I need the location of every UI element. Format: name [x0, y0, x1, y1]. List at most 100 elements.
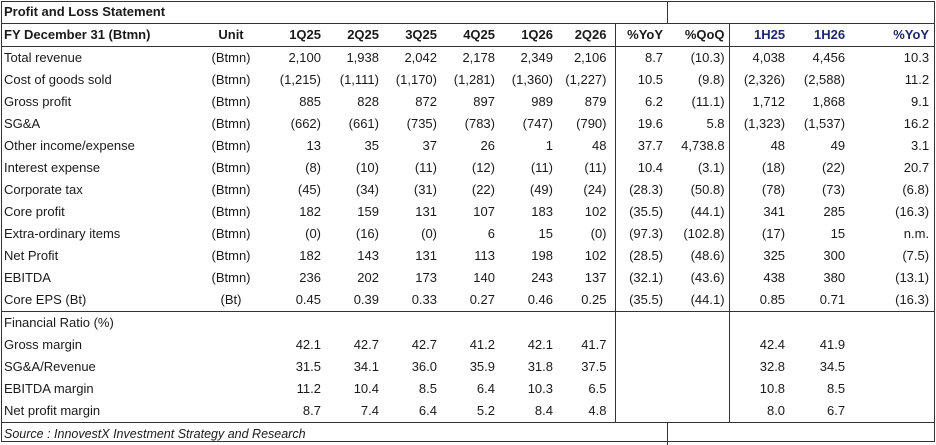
ratio-quarter-value: 11.2: [271, 378, 329, 400]
table-title: Profit and Loss Statement: [1, 1, 667, 24]
quarter-value: (12): [445, 157, 503, 179]
quarter-value: (790): [561, 113, 615, 135]
row-label: Corporate tax: [1, 179, 191, 201]
ratio-label: SG&A/Revenue: [1, 356, 191, 378]
row-label: SG&A: [1, 113, 191, 135]
ratio-label: EBITDA margin: [1, 378, 191, 400]
row-unit: (Btmn): [191, 135, 271, 157]
yoy-value: 8.7: [615, 47, 667, 70]
row-unit: (Bt): [191, 289, 271, 312]
qoq-value: (9.8): [667, 69, 729, 91]
half-value: (73): [791, 179, 851, 201]
row-label: Gross profit: [1, 91, 191, 113]
quarter-value: (31): [387, 179, 445, 201]
row-unit: (Btmn): [191, 113, 271, 135]
yoy-value: (28.5): [615, 245, 667, 267]
quarter-value: 2,349: [503, 47, 561, 70]
half-value: 438: [729, 267, 791, 289]
quarter-value: 989: [503, 91, 561, 113]
ratio-quarter-value: 6.4: [445, 378, 503, 400]
yoy-value: (35.5): [615, 201, 667, 223]
ratio-quarter-value: 35.9: [445, 356, 503, 378]
qoq-value: (10.3): [667, 47, 729, 70]
quarter-value: 143: [329, 245, 387, 267]
ratio-quarter-value: 31.8: [503, 356, 561, 378]
change-header: %YoY: [615, 24, 667, 47]
row-label: Net Profit: [1, 245, 191, 267]
ratio-quarter-value: 37.5: [561, 356, 615, 378]
title-row-half-blank: [667, 1, 851, 24]
qoq-value: (44.1): [667, 201, 729, 223]
table-row: SG&A(Btmn)(662)(661)(735)(783)(747)(790)…: [1, 113, 935, 135]
empty-cell: [851, 400, 935, 423]
half-value: 4,038: [729, 47, 791, 70]
source-row: Source : InnovestX Investment Strategy a…: [1, 423, 935, 445]
half-value: 380: [791, 267, 851, 289]
quarter-value: (34): [329, 179, 387, 201]
change-header: %QoQ: [667, 24, 729, 47]
half-value: 49: [791, 135, 851, 157]
qoq-value: (44.1): [667, 289, 729, 312]
half-value: 20.7: [851, 157, 935, 179]
quarter-value: 872: [387, 91, 445, 113]
quarter-value: 0.45: [271, 289, 329, 312]
qoq-value: (102.8): [667, 223, 729, 245]
empty-cell: [271, 312, 329, 335]
row-unit: (Btmn): [191, 47, 271, 70]
qoq-value: (48.6): [667, 245, 729, 267]
quarter-value: 182: [271, 201, 329, 223]
quarter-value: (661): [329, 113, 387, 135]
empty-cell: [615, 334, 667, 356]
qoq-value: (3.1): [667, 157, 729, 179]
empty-cell: [667, 423, 935, 445]
quarter-value: 0.46: [503, 289, 561, 312]
half-value: (13.1): [851, 267, 935, 289]
ratio-quarter-value: 36.0: [387, 356, 445, 378]
ratio-section-row: Financial Ratio (%): [1, 312, 935, 335]
empty-cell: [445, 312, 503, 335]
quarter-value: 182: [271, 245, 329, 267]
half-value: (1,537): [791, 113, 851, 135]
quarter-value: (1,281): [445, 69, 503, 91]
quarter-value: 0.39: [329, 289, 387, 312]
quarter-value: 2,042: [387, 47, 445, 70]
quarter-value: (16): [329, 223, 387, 245]
table-row: Interest expense(Btmn)(8)(10)(11)(12)(11…: [1, 157, 935, 179]
row-label: Core EPS (Bt): [1, 289, 191, 312]
half-value: 1,712: [729, 91, 791, 113]
quarter-value: (735): [387, 113, 445, 135]
quarter-value: (8): [271, 157, 329, 179]
ratio-quarter-value: 8.4: [503, 400, 561, 423]
ratio-half-value: 6.7: [791, 400, 851, 423]
yoy-value: (32.1): [615, 267, 667, 289]
ratio-quarter-value: 42.7: [387, 334, 445, 356]
ratio-quarter-value: 10.4: [329, 378, 387, 400]
half-value: 325: [729, 245, 791, 267]
quarter-value: (0): [271, 223, 329, 245]
quarter-value: 897: [445, 91, 503, 113]
quarter-value: 828: [329, 91, 387, 113]
quarter-value: (11): [387, 157, 445, 179]
quarter-value: 35: [329, 135, 387, 157]
quarter-value: 113: [445, 245, 503, 267]
half-value: (22): [791, 157, 851, 179]
row-unit: (Btmn): [191, 245, 271, 267]
half-value: (16.3): [851, 289, 935, 312]
quarter-value: 0.27: [445, 289, 503, 312]
ratio-half-value: 41.9: [791, 334, 851, 356]
quarter-value: 1,938: [329, 47, 387, 70]
empty-cell: [851, 312, 935, 335]
empty-cell: [667, 400, 729, 423]
half-value: 341: [729, 201, 791, 223]
header-row: FY December 31 (Btmn) Unit 1Q25 2Q25 3Q2…: [1, 24, 935, 47]
empty-cell: [329, 312, 387, 335]
half-value: (1,323): [729, 113, 791, 135]
quarter-value: 885: [271, 91, 329, 113]
empty-cell: [615, 312, 667, 335]
